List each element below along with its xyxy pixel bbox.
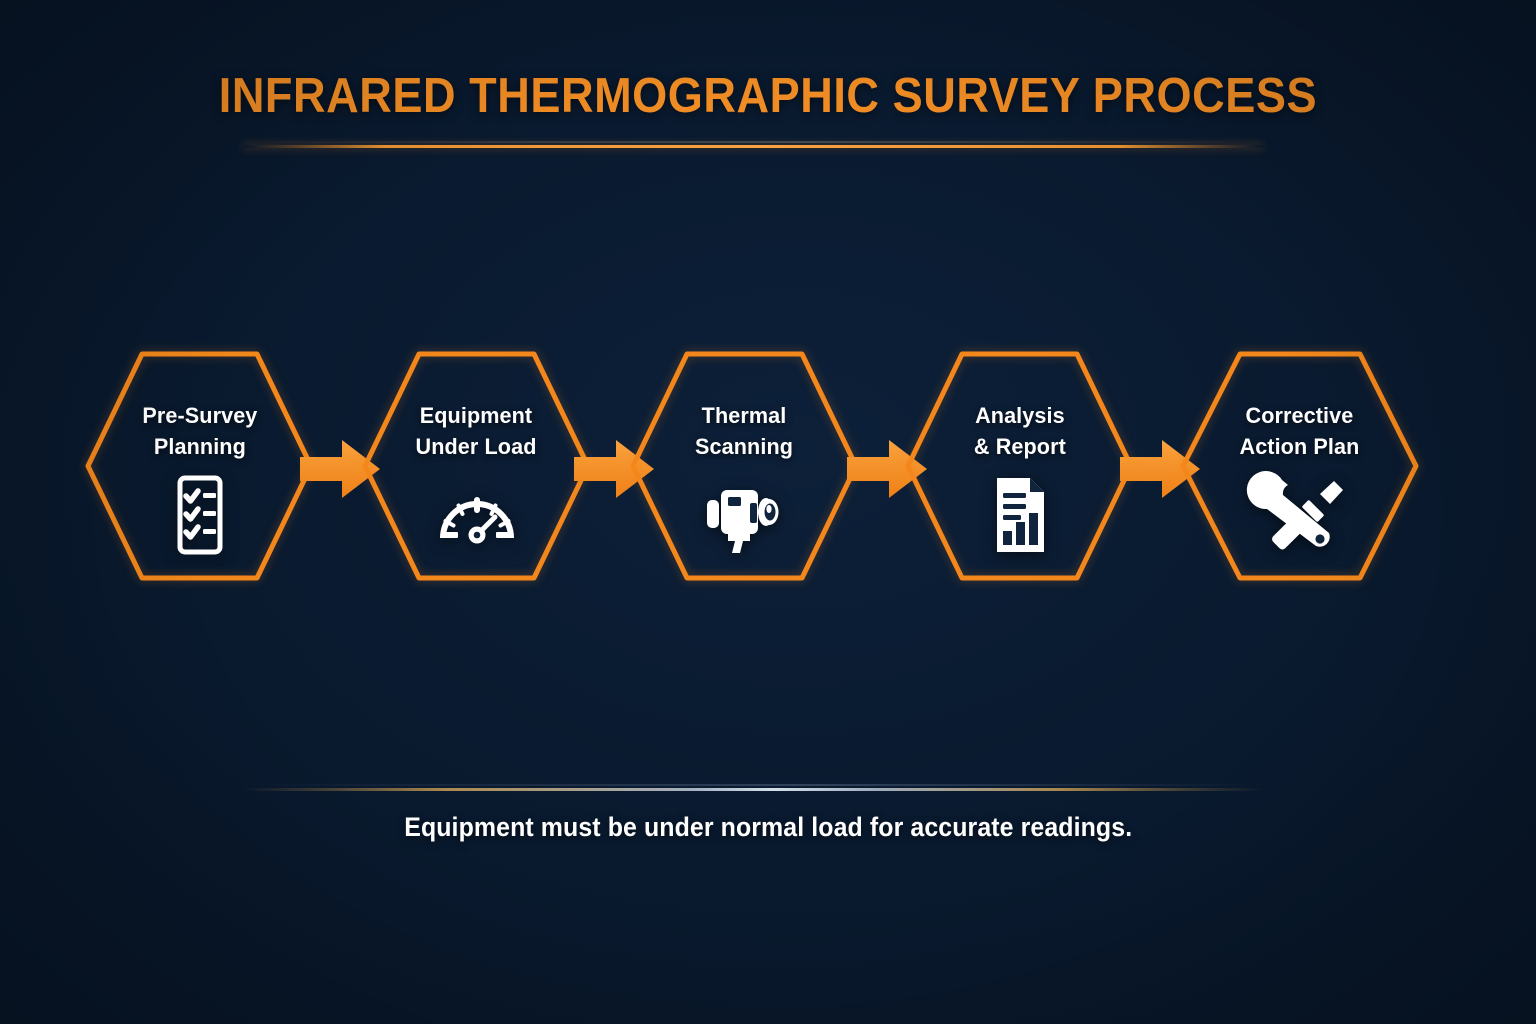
page-title: INFRARED THERMOGRAPHIC SURVEY PROCESS [218, 69, 1318, 123]
process-step-3-label: Thermal Scanning [695, 403, 794, 460]
thermal-camera-icon [705, 476, 785, 554]
right-arrow-icon-2 [572, 438, 656, 500]
process-step-4[interactable]: Analysis & Report [905, 350, 1134, 582]
process-flow: Pre-Survey Planning [0, 350, 1536, 582]
footer-caption-block: Equipment must be under normal load for … [0, 812, 1536, 843]
process-step-5[interactable]: Corrective Action Plan [1180, 350, 1419, 582]
process-step-1-label: Pre-Survey Planning [141, 403, 258, 460]
right-arrow-icon-1 [298, 438, 382, 500]
process-step-3[interactable]: Thermal Scanning [630, 350, 859, 582]
gauge-meter-icon [437, 476, 517, 554]
footer-divider [243, 788, 1263, 791]
process-step-2[interactable]: Equipment Under Load [362, 350, 591, 582]
process-step-2-label: Equipment Under Load [416, 403, 537, 460]
footer-divider-glow [243, 784, 1263, 786]
process-step-5-label: Corrective Action Plan [1239, 403, 1360, 460]
checklist-clipboard-icon [160, 475, 240, 555]
process-step-4-label: Analysis & Report [973, 403, 1066, 460]
title-block: INFRARED THERMOGRAPHIC SURVEY PROCESS [0, 72, 1536, 121]
right-arrow-icon-3 [845, 438, 929, 500]
wrench-screwdriver-icon [1246, 471, 1346, 554]
right-arrow-icon-4 [1118, 438, 1202, 500]
report-document-chart-icon [980, 476, 1060, 554]
title-divider [243, 145, 1263, 148]
footer-caption: Equipment must be under normal load for … [403, 812, 1132, 842]
process-step-1[interactable]: Pre-Survey Planning [85, 350, 314, 582]
title-divider-glow [243, 141, 1263, 143]
